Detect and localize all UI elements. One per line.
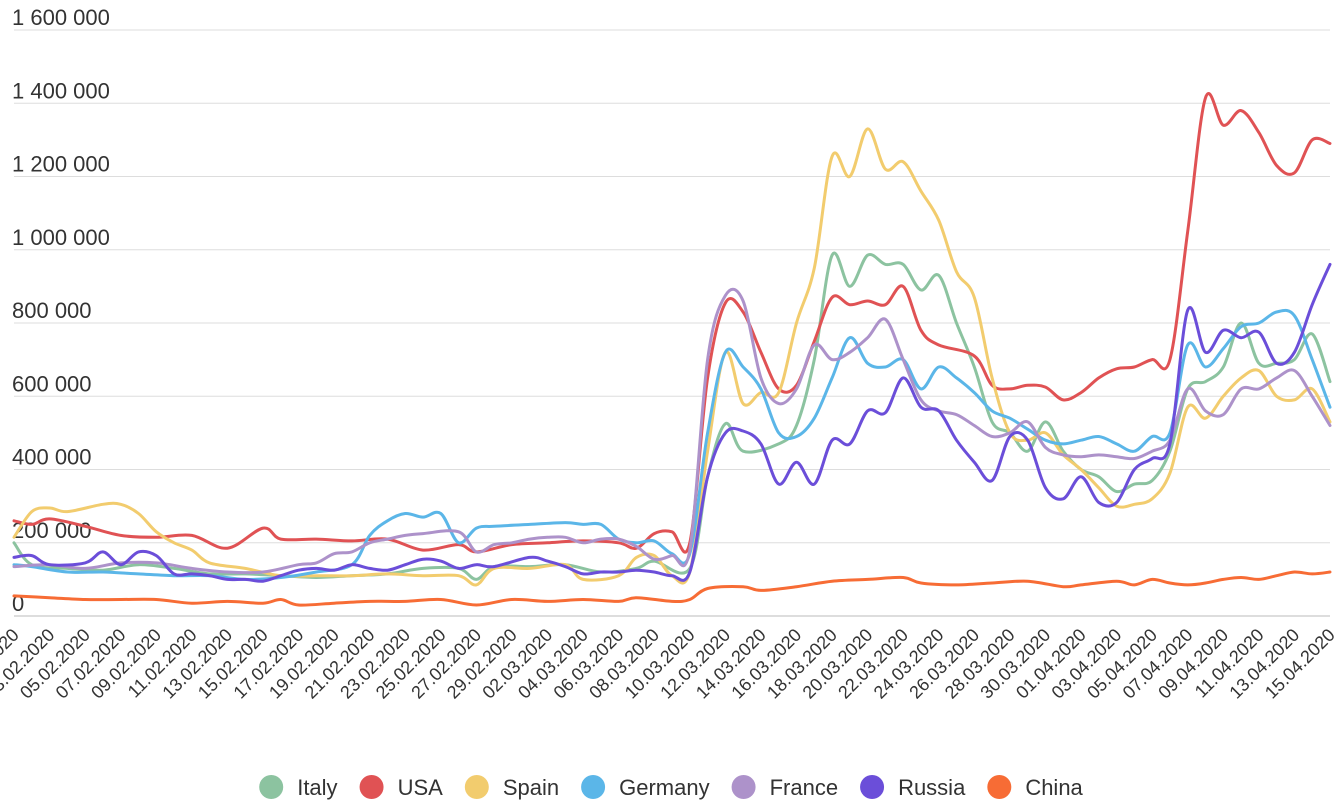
y-tick-label: 1 400 000	[12, 78, 110, 103]
series-line-usa	[12, 92, 1332, 554]
legend-item-germany: Germany	[581, 775, 710, 800]
legend-label-italy: Italy	[297, 775, 337, 800]
series-line-spain	[12, 127, 1332, 587]
legend-marker-france	[731, 775, 756, 799]
y-tick-label: 800 000	[12, 298, 92, 323]
y-tick-label: 400 000	[12, 445, 92, 470]
y-tick-label: 1 000 000	[12, 225, 110, 250]
legend-item-spain: Spain	[464, 775, 559, 800]
x-axis: 01.02.202003.02.202005.02.202007.02.2020…	[0, 625, 1339, 703]
series-line-china	[12, 570, 1332, 607]
series-lines	[12, 92, 1332, 607]
legend-label-russia: Russia	[898, 775, 966, 800]
legend-marker-italy	[259, 775, 284, 799]
y-tick-label: 1 200 000	[12, 152, 110, 177]
legend-marker-russia	[860, 775, 885, 799]
legend-item-china: China	[987, 775, 1084, 800]
legend-label-germany: Germany	[619, 775, 709, 800]
legend-item-france: France	[731, 775, 838, 800]
series-line-russia	[12, 262, 1332, 583]
legend-marker-germany	[581, 775, 606, 799]
legend-label-spain: Spain	[503, 775, 559, 800]
y-tick-label: 1 600 000	[12, 5, 110, 30]
y-tick-label: 600 000	[12, 371, 92, 396]
legend-marker-china	[987, 775, 1012, 799]
legend-item-italy: Italy	[259, 775, 338, 800]
gridlines	[14, 29, 1330, 617]
series-line-france	[12, 287, 1332, 575]
legend-label-china: China	[1025, 775, 1083, 800]
legend-item-usa: USA	[359, 775, 444, 800]
legend-item-russia: Russia	[860, 775, 966, 800]
legend-label-france: France	[770, 775, 838, 800]
legend-marker-usa	[359, 775, 384, 799]
legend-marker-spain	[464, 775, 489, 799]
legend: Italy USA Spain Germany France Russia China	[259, 775, 1084, 800]
series-line-germany	[12, 308, 1332, 581]
legend-label-usa: USA	[398, 775, 444, 800]
